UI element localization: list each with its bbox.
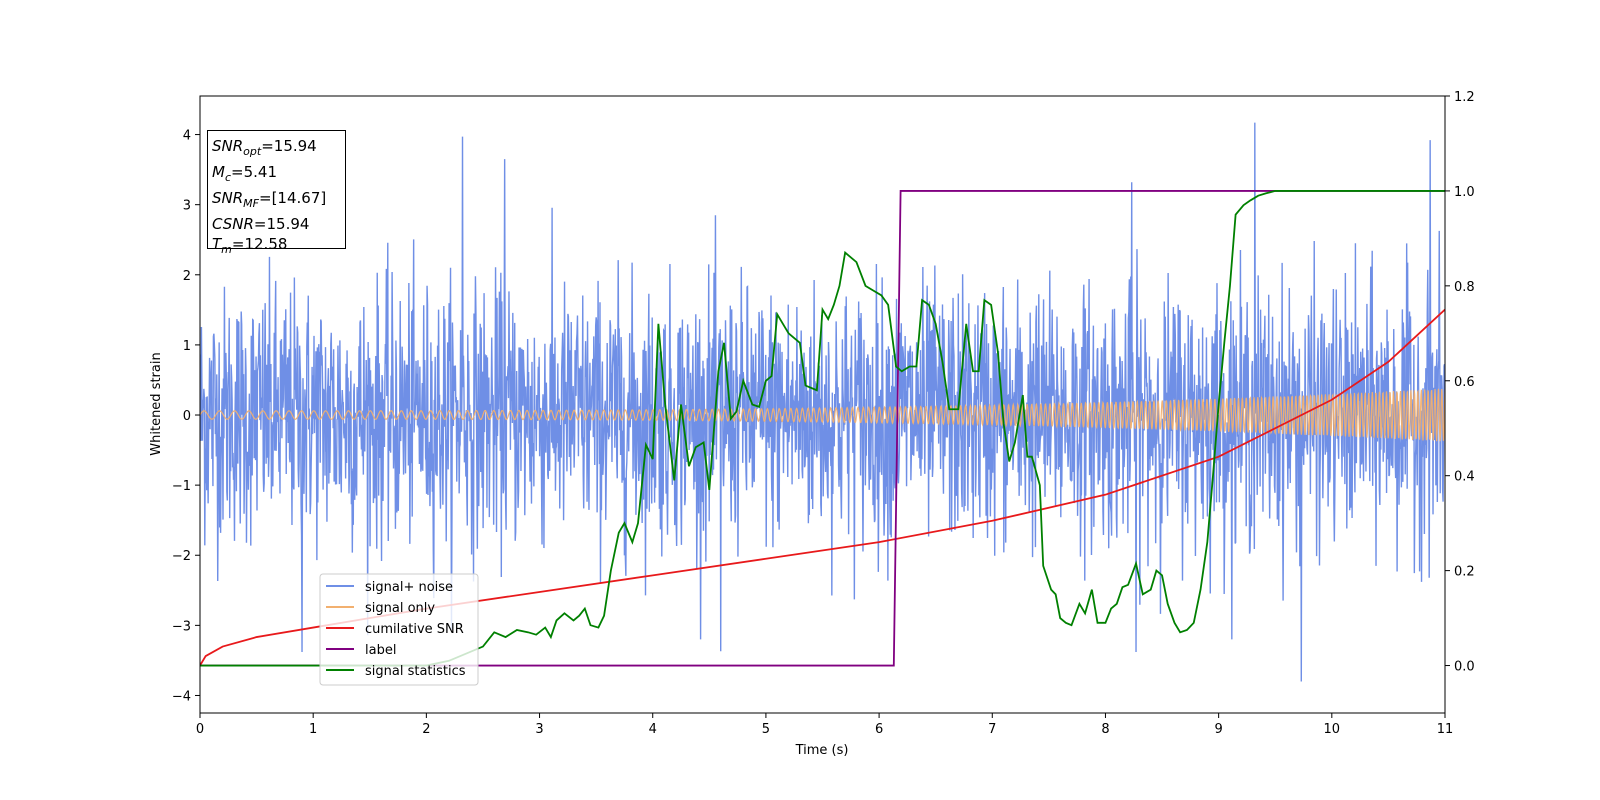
y-tick-label: −3 <box>172 619 191 634</box>
y-axis-right: 0.0 0.2 0.4 0.6 0.8 1.0 1.2 <box>1445 90 1475 675</box>
info-subscript: MF <box>243 197 259 210</box>
y-tick-label: 3 <box>183 199 191 214</box>
y-tick-label: −2 <box>172 549 191 564</box>
info-value: =12.58 <box>231 235 288 253</box>
y-tick-label: 1 <box>183 339 191 354</box>
legend-entry: label <box>365 643 396 658</box>
legend-entry: signal+ noise <box>365 580 453 595</box>
y2-tick-label: 0.0 <box>1454 660 1475 675</box>
x-tick-label: 5 <box>762 722 770 737</box>
info-subscript: c <box>224 171 232 184</box>
info-row: Mc=5.41 <box>212 162 341 188</box>
x-tick-label: 9 <box>1214 722 1222 737</box>
y2-tick-label: 0.4 <box>1454 470 1475 485</box>
y-axis-left: −4 −3 −2 −1 0 1 2 3 4 <box>172 129 200 704</box>
info-symbol: SNR <box>212 137 244 155</box>
series-signal-statistics <box>200 190 1445 667</box>
info-subscript: opt <box>243 145 262 158</box>
info-subscript: m <box>221 243 232 256</box>
info-value: =15.94 <box>253 215 310 233</box>
x-tick-label: 4 <box>649 722 657 737</box>
plot-frame <box>199 95 1446 714</box>
y-tick-label: 4 <box>183 129 191 144</box>
y-tick-label: 2 <box>183 269 191 284</box>
y2-tick-label: 0.8 <box>1454 280 1475 295</box>
series-cumulative-snr <box>200 308 1445 667</box>
x-axis-label: Time (s) <box>795 743 849 758</box>
legend-entry: cumilative SNR <box>365 622 464 637</box>
y2-tick-label: 0.6 <box>1454 375 1475 390</box>
x-tick-label: 1 <box>309 722 317 737</box>
x-axis: 0 1 2 3 4 5 6 7 8 9 10 11 <box>196 713 1453 737</box>
x-tick-label: 0 <box>196 722 204 737</box>
y-tick-label: −4 <box>172 689 191 704</box>
info-annotation-box: SNRopt=15.94 Mc=5.41 SNRMF=[14.67] CSNR=15.… <box>207 130 346 256</box>
info-row: Tm=12.58 <box>212 234 341 260</box>
info-value: =5.41 <box>231 163 277 181</box>
legend-frame <box>319 573 479 686</box>
info-row: SNRMF=[14.67] <box>212 188 341 214</box>
y-tick-label: −1 <box>172 479 191 494</box>
y2-tick-label: 0.2 <box>1454 565 1475 580</box>
x-tick-label: 6 <box>875 722 883 737</box>
series-label <box>200 190 1445 667</box>
series-layer <box>200 122 1445 682</box>
info-row: CSNR=15.94 <box>212 214 341 234</box>
info-value: =[14.67] <box>259 189 327 207</box>
x-tick-label: 7 <box>988 722 996 737</box>
y2-tick-label: 1.2 <box>1454 90 1475 105</box>
legend-entry: signal only <box>365 601 435 616</box>
x-tick-label: 11 <box>1437 722 1454 737</box>
y-axis-label: Whitened strain <box>149 352 164 455</box>
y-tick-label: 0 <box>183 409 191 424</box>
legend: signal+ noise signal only cumilative SNR la… <box>319 573 479 686</box>
x-tick-label: 2 <box>422 722 430 737</box>
info-value: =15.94 <box>261 137 317 155</box>
x-tick-label: 10 <box>1324 722 1341 737</box>
info-symbol: T <box>212 235 222 253</box>
legend-entry: signal statistics <box>365 664 466 679</box>
info-symbol: CSNR <box>212 215 254 233</box>
info-symbol: SNR <box>212 189 244 207</box>
x-tick-label: 8 <box>1101 722 1109 737</box>
info-row: SNRopt=15.94 <box>212 136 341 162</box>
y2-tick-label: 1.0 <box>1454 185 1475 200</box>
info-symbol: M <box>212 163 225 181</box>
series-signal-only <box>200 388 1445 442</box>
x-tick-label: 3 <box>535 722 543 737</box>
